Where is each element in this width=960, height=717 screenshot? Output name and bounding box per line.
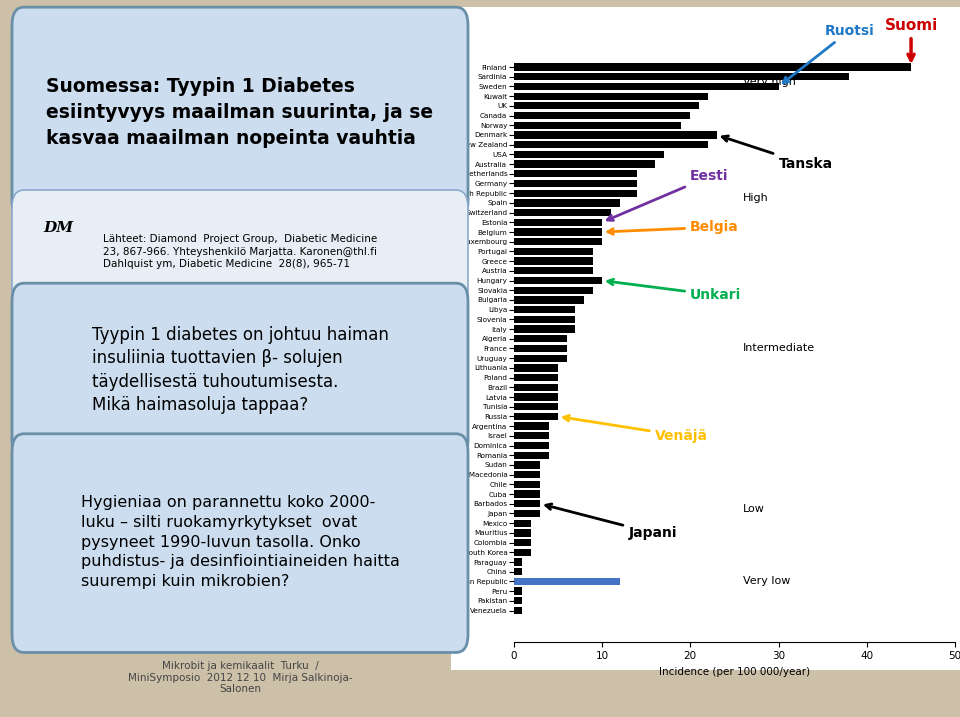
FancyBboxPatch shape (12, 190, 468, 308)
Bar (514, 315, 575, 323)
Bar (514, 587, 522, 595)
Text: Eesti: Eesti (608, 169, 729, 220)
FancyBboxPatch shape (12, 283, 468, 459)
Bar (514, 529, 531, 536)
Bar (514, 597, 522, 604)
Text: Ruotsi: Ruotsi (783, 24, 875, 82)
Bar (514, 248, 593, 255)
Bar (514, 199, 619, 206)
Bar (514, 277, 602, 284)
Bar (514, 510, 540, 517)
Bar (514, 92, 708, 100)
Text: Intermediate: Intermediate (743, 343, 815, 353)
Bar (514, 180, 637, 187)
Text: Mikrobit ja kemikaalit  Turku  /
MiniSymposio  2012 12 10  Mirja Salkinoja-
Salo: Mikrobit ja kemikaalit Turku / MiniSympo… (128, 661, 352, 694)
Text: Very low: Very low (743, 576, 791, 587)
Bar (514, 287, 593, 294)
Bar (514, 189, 637, 197)
Bar (514, 73, 850, 80)
Bar (514, 422, 549, 429)
Bar (514, 442, 549, 449)
Bar (514, 335, 566, 343)
Bar (514, 161, 655, 168)
Bar (514, 209, 611, 217)
Bar (514, 326, 575, 333)
Bar (514, 374, 558, 381)
Bar (514, 452, 549, 459)
Bar (514, 549, 531, 556)
Bar (514, 607, 522, 614)
FancyBboxPatch shape (12, 434, 468, 652)
Bar (514, 490, 540, 498)
Text: Japani: Japani (546, 504, 677, 540)
Bar (514, 257, 593, 265)
Text: Venäjä: Venäjä (564, 415, 708, 443)
Text: Suomessa: Tyypin 1 Diabetes
esiintyvyys maailman suurinta, ja se
kasvaa maailman: Suomessa: Tyypin 1 Diabetes esiintyvyys … (46, 77, 434, 148)
Text: Belgia: Belgia (608, 220, 739, 234)
Bar (514, 103, 699, 110)
Bar (514, 122, 682, 129)
Bar (514, 170, 637, 177)
Bar (514, 432, 549, 440)
Bar (514, 238, 602, 245)
Text: Lähteet: Diamond  Project Group,  Diabetic Medicine
23, 867-966. Yhteyshenkilö M: Lähteet: Diamond Project Group, Diabetic… (103, 234, 377, 269)
Text: DM: DM (43, 221, 73, 235)
Bar (514, 480, 540, 488)
Bar (514, 296, 585, 303)
Bar (514, 131, 717, 138)
Bar (514, 151, 663, 158)
Bar (514, 394, 558, 401)
Bar (514, 306, 575, 313)
Bar (514, 461, 540, 469)
Text: Tyypin 1 diabetes on johtuu haiman
insuliinia tuottavien β- solujen
täydellisest: Tyypin 1 diabetes on johtuu haiman insul… (91, 326, 389, 414)
Text: Unkari: Unkari (608, 279, 741, 302)
Bar (514, 229, 602, 236)
Bar (514, 520, 531, 527)
X-axis label: Incidence (per 100 000/year): Incidence (per 100 000/year) (659, 667, 810, 677)
Text: High: High (743, 193, 769, 203)
Bar (514, 384, 558, 391)
FancyBboxPatch shape (12, 7, 468, 219)
Bar (514, 500, 540, 508)
Text: Very high: Very high (743, 77, 796, 87)
Bar (514, 82, 779, 90)
Bar (514, 578, 619, 585)
Bar (514, 354, 566, 362)
Bar (514, 559, 522, 566)
Text: Tanska: Tanska (722, 136, 832, 171)
Bar (514, 112, 690, 119)
Bar (514, 413, 558, 420)
Bar (514, 471, 540, 478)
Text: Hygieniaa on parannettu koko 2000-
luku – silti ruokamyrkytykset  ovat
pysyneet : Hygieniaa on parannettu koko 2000- luku … (81, 495, 399, 589)
Bar (514, 364, 558, 371)
Bar (514, 345, 566, 352)
Bar (514, 219, 602, 226)
Bar (514, 267, 593, 275)
Bar (514, 141, 708, 148)
Bar (514, 539, 531, 546)
Bar (514, 568, 522, 575)
Text: Suomi: Suomi (884, 18, 938, 60)
Bar (514, 63, 911, 71)
Bar (514, 403, 558, 410)
Text: Low: Low (743, 503, 765, 513)
